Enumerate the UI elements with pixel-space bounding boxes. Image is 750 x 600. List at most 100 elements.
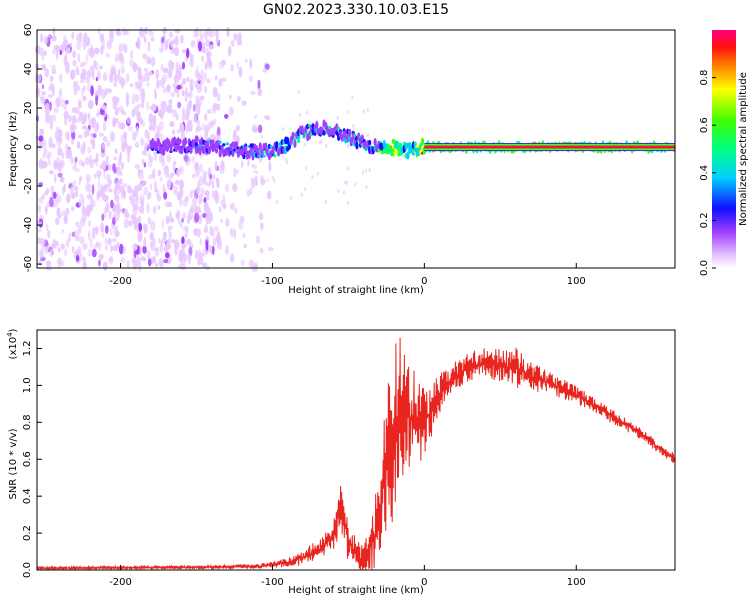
- noise-speckle: [93, 173, 97, 179]
- noise-speckle: [41, 84, 45, 90]
- noise-speckle: [74, 229, 79, 240]
- track-cell: [353, 133, 357, 138]
- colorbar-tick-label: 0.8: [699, 70, 710, 86]
- noise-speckle: [238, 66, 243, 78]
- noise-speckle: [65, 148, 71, 159]
- noise-speckle: [41, 63, 46, 70]
- noise-speckle: [102, 136, 108, 143]
- noise-speckle: [77, 53, 81, 64]
- noise-speckle: [123, 218, 129, 229]
- noise-speckle: [142, 223, 146, 232]
- noise-speckle: [140, 137, 145, 146]
- noise-speckle: [196, 108, 200, 116]
- noise-speckle: [78, 180, 81, 186]
- noise-speckle: [53, 107, 59, 114]
- noise-speckle: [44, 106, 50, 116]
- noise-speckle: [46, 154, 51, 160]
- noise-speckle: [162, 231, 167, 241]
- noise-speckle: [260, 175, 264, 180]
- noise-speckle: [342, 190, 346, 195]
- noise-speckle: [118, 243, 124, 255]
- noise-speckle: [91, 199, 96, 208]
- noise-speckle: [91, 248, 97, 258]
- noise-speckle: [78, 99, 82, 109]
- noise-speckle: [209, 121, 213, 128]
- noise-speckle: [51, 35, 57, 42]
- noise-speckle: [61, 97, 64, 108]
- noise-speckle: [203, 202, 209, 213]
- noise-speckle: [66, 238, 70, 249]
- noise-speckle: [120, 161, 125, 170]
- noise-speckle: [68, 114, 72, 123]
- noise-speckle: [69, 69, 76, 80]
- noise-speckle: [229, 228, 234, 237]
- noise-speckle: [188, 253, 192, 265]
- snr-ytick-label: 0.8: [22, 414, 33, 430]
- noise-speckle: [39, 33, 44, 38]
- noise-speckle: [259, 222, 264, 231]
- noise-speckle: [346, 166, 349, 171]
- noise-speckle: [90, 43, 94, 49]
- noise-speckle: [164, 251, 170, 259]
- noise-speckle: [190, 203, 194, 215]
- noise-speckle: [205, 181, 212, 187]
- noise-speckle: [227, 45, 232, 57]
- noise-speckle: [168, 98, 173, 106]
- noise-speckle: [193, 114, 197, 120]
- noise-speckle: [141, 98, 145, 109]
- noise-speckle: [285, 160, 289, 165]
- noise-speckle: [97, 27, 101, 35]
- spec-ytick-label: 20: [23, 102, 34, 115]
- noise-speckle: [135, 93, 140, 103]
- noise-speckle: [138, 26, 144, 38]
- snr-ytick-label: 1.2: [22, 341, 33, 357]
- noise-speckle: [105, 53, 110, 58]
- noise-speckle: [217, 231, 221, 239]
- noise-speckle: [192, 29, 198, 38]
- noise-speckle: [275, 199, 279, 204]
- noise-speckle: [91, 231, 96, 240]
- noise-speckle: [186, 47, 190, 59]
- noise-speckle: [174, 35, 179, 46]
- noise-speckle: [65, 207, 70, 216]
- noise-speckle: [88, 118, 92, 125]
- noise-speckle: [230, 64, 234, 72]
- noise-speckle: [204, 190, 210, 197]
- noise-speckle: [58, 88, 63, 99]
- noise-speckle: [194, 69, 200, 79]
- noise-speckle: [361, 170, 365, 175]
- noise-speckle: [204, 113, 208, 121]
- noise-speckle: [161, 218, 165, 230]
- noise-speckle: [203, 196, 207, 204]
- noise-speckle: [114, 230, 120, 238]
- noise-speckle: [87, 47, 93, 55]
- noise-speckle: [118, 43, 123, 54]
- noise-speckle: [298, 112, 301, 117]
- noise-speckle: [63, 110, 69, 120]
- noise-speckle: [193, 227, 199, 236]
- track-cell: [296, 134, 301, 141]
- noise-speckle: [217, 126, 221, 137]
- noise-speckle: [206, 27, 212, 37]
- noise-speckle: [52, 113, 56, 122]
- noise-speckle: [232, 185, 238, 193]
- noise-speckle: [224, 113, 229, 119]
- track-cell: [368, 139, 372, 146]
- snr-y-axis: 0.0 0.2 0.4 0.6 0.8 1.0 1.2: [22, 341, 42, 578]
- noise-speckle: [131, 93, 136, 100]
- noise-speckle: [47, 93, 53, 99]
- noise-speckle: [78, 198, 82, 207]
- noise-speckle: [126, 259, 131, 269]
- noise-speckle: [87, 205, 92, 213]
- noise-speckle: [157, 238, 161, 244]
- noise-speckle: [122, 132, 128, 137]
- track-cell: [244, 145, 248, 154]
- noise-speckle: [185, 108, 191, 118]
- noise-speckle: [172, 160, 177, 166]
- track-cell: [293, 138, 297, 142]
- noise-speckle: [84, 115, 87, 123]
- noise-speckle: [182, 107, 186, 117]
- noise-speckle: [203, 85, 208, 94]
- snr-ytick-label: 0.6: [22, 451, 33, 467]
- noise-speckle: [48, 136, 53, 148]
